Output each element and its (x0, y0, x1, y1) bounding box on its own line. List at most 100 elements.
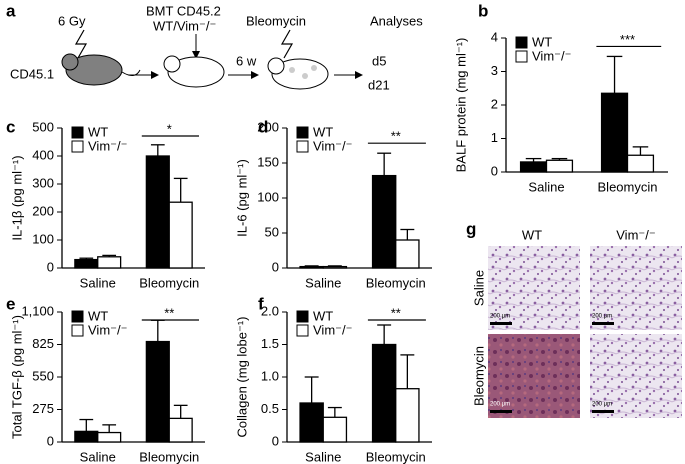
donor-label: WT/Vim⁻/⁻ (153, 18, 216, 33)
y-tick-label: 0.5 (261, 401, 279, 416)
y-tick-label: 400 (32, 147, 54, 162)
panel-letter: d (258, 117, 268, 136)
mouse-head (163, 55, 181, 73)
micrograph (590, 246, 682, 330)
recipient-label: CD45.1 (10, 66, 54, 81)
x-tick-label: Saline (528, 179, 564, 194)
dose-label: 6 Gy (58, 13, 86, 28)
lesion (289, 67, 295, 73)
bar (299, 402, 324, 443)
y-tick-label: 275 (32, 401, 54, 416)
y-tick-label: 3 (491, 63, 498, 78)
legend-swatch (71, 310, 84, 323)
row-label: Bleomycin (471, 346, 486, 406)
x-tick-label: Bleomycin (139, 449, 199, 464)
y-tick-label: 200 (257, 119, 279, 134)
y-tick-label: 500 (32, 119, 54, 134)
y-tick-label: 150 (257, 154, 279, 169)
bar (371, 174, 397, 269)
column-label: Vim⁻/⁻ (616, 227, 656, 242)
legend-label: Vim⁻/⁻ (88, 322, 128, 337)
micrograph (590, 334, 682, 418)
bar (395, 388, 420, 443)
mouse-head (267, 57, 285, 75)
bar (168, 417, 193, 443)
y-tick-label: 550 (32, 368, 54, 383)
y-axis-title: BALF protein (mg ml⁻¹) (453, 38, 468, 173)
x-tick-label: Bleomycin (598, 179, 658, 194)
y-tick-label: 0 (272, 259, 279, 274)
legend-label: Vim⁻/⁻ (313, 322, 353, 337)
drug-icon (280, 29, 294, 59)
bar (600, 92, 629, 173)
scale-bar (490, 322, 512, 325)
y-tick-label: 50 (265, 224, 279, 239)
y-axis-title: Total TGF-β (pg ml⁻¹) (9, 315, 24, 439)
y-tick-label: 100 (257, 189, 279, 204)
legend-label: WT (532, 34, 552, 49)
histology: g WT Vim⁻/⁻ Saline Bleomycin 200 μm 200 … (466, 219, 682, 418)
lesion (302, 73, 308, 79)
y-tick-label: 300 (32, 175, 54, 190)
panel-letter: a (6, 1, 16, 20)
panel-letter: f (258, 294, 264, 313)
y-tick-label: 0 (491, 163, 498, 178)
x-tick-label: Saline (80, 449, 116, 464)
bar (299, 265, 324, 269)
y-axis-title: IL-1β (pg ml⁻¹) (9, 155, 24, 240)
bar (322, 265, 348, 269)
bar (145, 340, 170, 443)
transplant-label: BMT CD45.2 (146, 3, 221, 18)
y-tick-label: 2.0 (261, 303, 279, 318)
mouse (65, 54, 123, 86)
mouse-head (61, 53, 79, 71)
bar (168, 201, 193, 269)
legend-swatch (296, 310, 309, 323)
column-label: WT (522, 227, 542, 242)
x-tick-label: Bleomycin (139, 275, 199, 290)
timepoint: d5 (372, 53, 386, 68)
timepoint: d21 (368, 77, 390, 92)
scale-label: 200 μm (490, 314, 510, 320)
scale-label: 200 μm (592, 314, 612, 320)
legend-swatch (296, 140, 309, 153)
y-tick-label: 200 (32, 203, 54, 218)
legend-swatch (515, 50, 528, 63)
scale-label: 200 μm (592, 402, 612, 408)
y-tick-label: 100 (32, 231, 54, 246)
legend-label: WT (313, 124, 333, 139)
bar (545, 159, 574, 173)
bar (519, 161, 548, 173)
micrograph (488, 334, 580, 418)
panel-letter: b (478, 1, 488, 20)
legend-swatch (71, 126, 84, 139)
panel-letter: g (466, 219, 476, 238)
legend-swatch (515, 36, 528, 49)
bar (395, 239, 420, 269)
legend-label: Vim⁻/⁻ (88, 138, 128, 153)
mouse (167, 56, 225, 88)
y-tick-label: 0 (47, 259, 54, 274)
legend-label: WT (88, 124, 108, 139)
y-tick-label: 4 (491, 29, 498, 44)
legend-label: Vim⁻/⁻ (532, 48, 572, 63)
y-tick-label: 2 (491, 96, 498, 111)
bar (371, 343, 397, 443)
scale-bar (592, 322, 614, 325)
legend-label: WT (88, 308, 108, 323)
bar (626, 154, 655, 173)
significance-label: ** (391, 305, 401, 320)
bar (74, 430, 99, 443)
bar (97, 256, 122, 269)
bar (322, 416, 348, 443)
y-tick-label: 1.5 (261, 336, 279, 351)
legend-swatch (71, 140, 84, 153)
row-label: Saline (471, 270, 486, 306)
x-tick-label: Saline (305, 449, 341, 464)
significance-label: *** (620, 32, 635, 47)
legend-swatch (296, 126, 309, 139)
significance-label: ** (391, 129, 401, 144)
y-axis-title: Collagen (mg lobe⁻¹) (234, 316, 249, 437)
lesion (311, 65, 317, 71)
